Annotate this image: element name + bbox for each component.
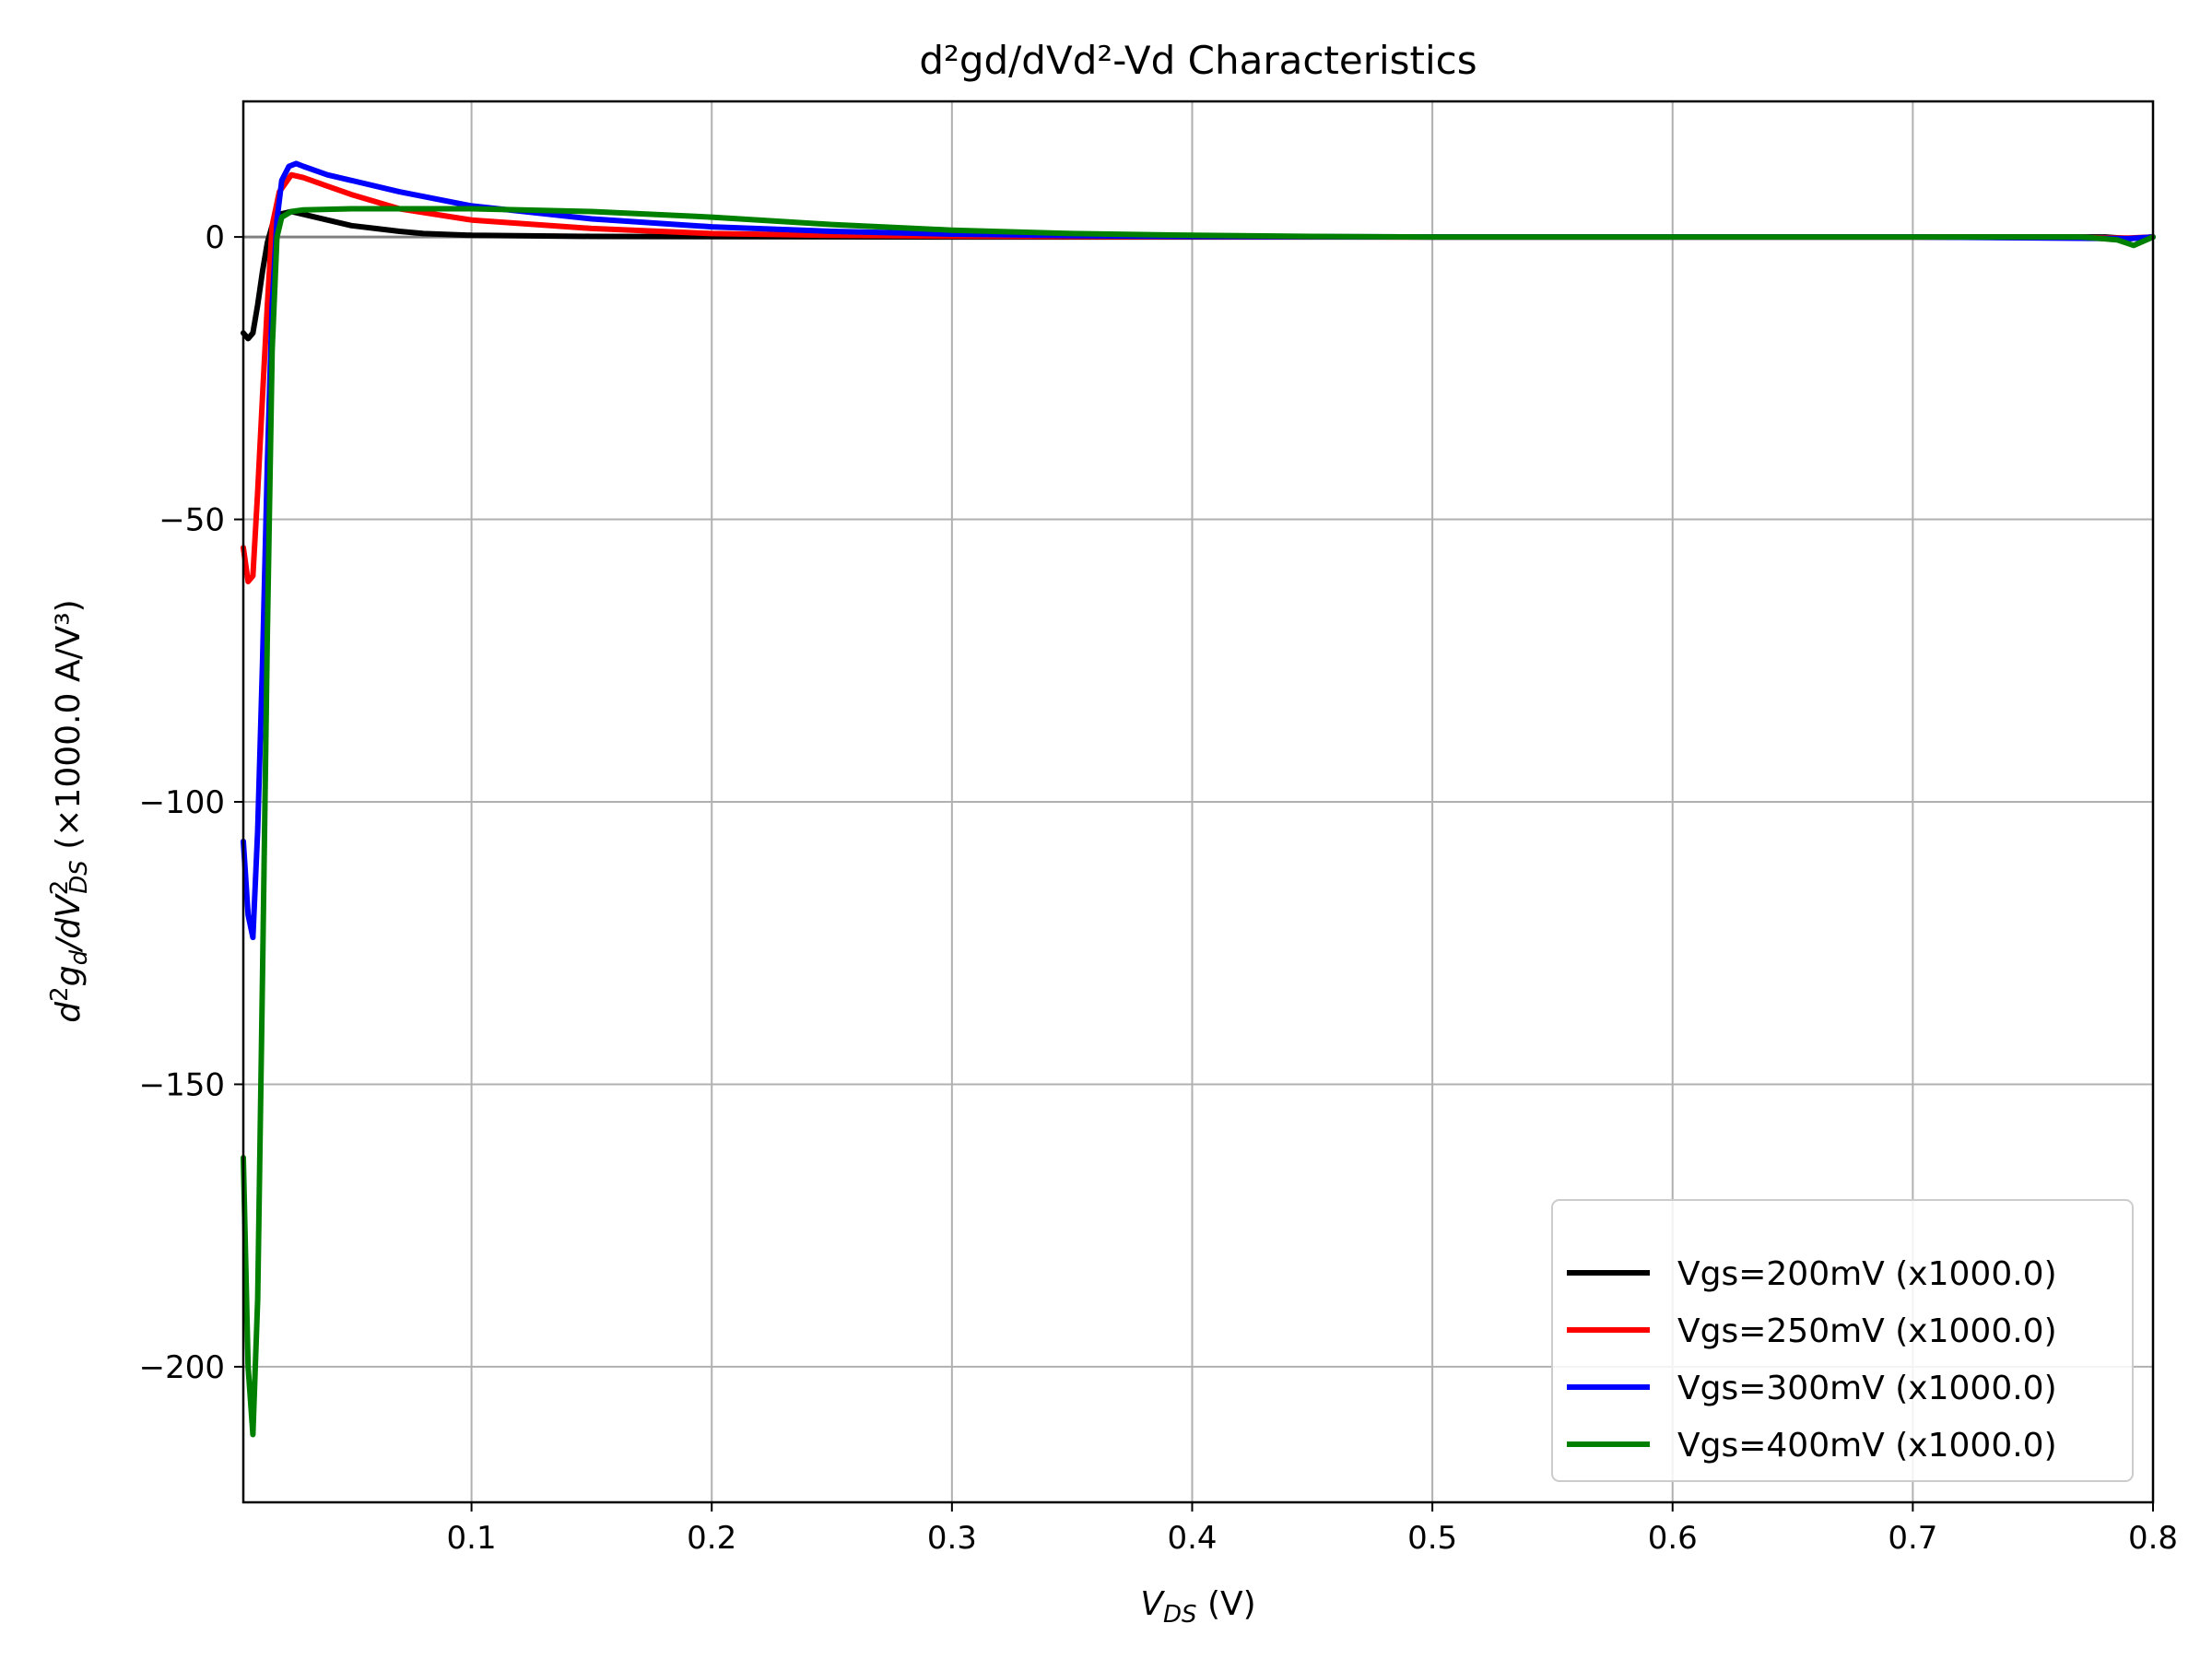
y-axis-title-sup: 2 <box>46 986 74 1002</box>
y-axis-title-dv: /dV <box>50 893 88 953</box>
legend-label-1: Vgs=200mV (x1000.0) <box>1677 1255 2057 1293</box>
x-tick-label: 0.3 <box>927 1520 977 1557</box>
x-axis-title-sub: DS <box>1163 1601 1197 1629</box>
y-axis-title-unit: (×1000.0 A/V³) <box>50 599 88 860</box>
y-tick-label: −200 <box>139 1349 225 1386</box>
legend-box <box>1551 1199 2134 1482</box>
legend-label-4: Vgs=400mV (x1000.0) <box>1677 1427 2057 1465</box>
series-line-4 <box>241 206 2156 1438</box>
y-axis-title-gsub: d <box>65 949 93 965</box>
y-tick-label: 0 <box>205 219 225 256</box>
legend-label-2: Vgs=250mV (x1000.0) <box>1677 1312 2057 1350</box>
chart-title: d²gd/dVd²-Vd Characteristics <box>919 38 1477 83</box>
x-tick-label: 0.4 <box>1167 1520 1217 1557</box>
x-axis-title-var: V <box>1140 1585 1165 1623</box>
y-tick-label: −150 <box>139 1066 225 1103</box>
legend-label-3: Vgs=300mV (x1000.0) <box>1677 1370 2057 1407</box>
x-tick-label: 0.8 <box>2128 1520 2178 1557</box>
y-axis-title-g: g <box>50 965 88 986</box>
x-tick-label: 0.7 <box>1888 1520 1937 1557</box>
x-axis-title: VDS (V) <box>1140 1585 1255 1629</box>
series-lines <box>241 160 2156 1438</box>
y-tick-label: −50 <box>159 502 225 539</box>
y-axis-title: d2gd/dV2DS (×1000.0 A/V³) <box>46 599 93 1022</box>
y-tick-label: −100 <box>139 784 225 821</box>
x-tick-label: 0.1 <box>447 1520 497 1557</box>
x-axis-title-unit: (V) <box>1197 1585 1256 1623</box>
y-axis-title-vsub: DS <box>65 860 93 894</box>
x-tick-label: 0.2 <box>687 1520 736 1557</box>
y-axis-title-vsup: 2 <box>46 880 74 896</box>
y-axis-title-d: d <box>50 1001 88 1023</box>
y-axis-ticks: 0 −50 −100 −150 −200 <box>139 219 243 1386</box>
x-tick-label: 0.6 <box>1648 1520 1698 1557</box>
legend: Vgs=200mV (x1000.0) Vgs=250mV (x1000.0) Vg… <box>1551 1199 2134 1482</box>
x-tick-label: 0.5 <box>1407 1520 1457 1557</box>
x-axis-ticks: 0.1 0.2 0.3 0.4 0.5 0.6 0.7 0.8 <box>447 1502 2178 1557</box>
